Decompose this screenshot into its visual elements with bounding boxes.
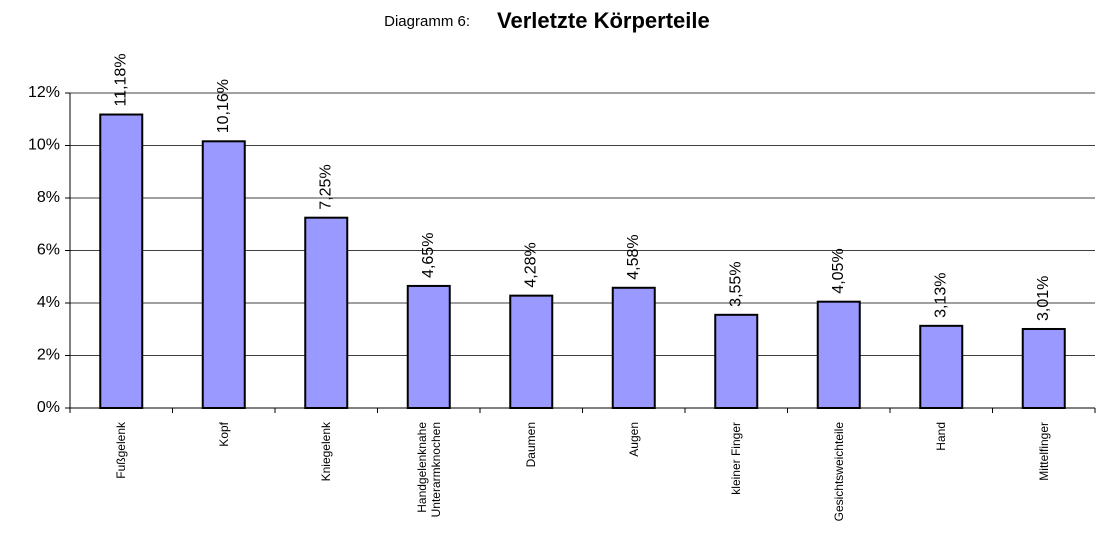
value-label: 4,65% [420,233,437,278]
bar [919,324,964,409]
y-tick-label: 8% [37,189,60,206]
y-tick-label: 0% [37,399,60,416]
chart-title: Verletzte Körperteile [497,8,710,33]
bar [509,294,554,409]
value-label: 4,28% [522,242,539,287]
y-tick-label: 10% [28,137,60,154]
bar [1021,327,1066,409]
bar [406,284,451,409]
chart-subtitle: Diagramm 6: [384,13,470,30]
value-label: 4,05% [830,248,847,293]
x-tick-label: Gesichtsweichteile [831,422,846,522]
bar [611,286,656,409]
x-tick-label: Kopf [216,422,231,447]
bar [816,300,861,409]
value-label: 4,58% [625,234,642,279]
value-label: 3,01% [1035,276,1052,321]
bar [201,140,246,410]
x-tick-label: Hand [934,422,949,451]
x-tick-label: Daumen [524,422,539,468]
x-tick-label: Mittelfinger [1036,422,1051,481]
x-tick-label: Kniegelenk [319,422,334,482]
value-label: 10,16% [215,79,232,133]
x-tick-label: Augen [626,422,641,457]
value-label: 11,18% [112,53,129,106]
y-tick-label: 12% [28,84,60,101]
value-label: 3,13% [932,272,949,317]
y-tick-label: 2% [37,347,60,364]
value-label: 3,55% [727,261,744,306]
y-tick-label: 4% [37,294,60,311]
x-tick-label: Fußgelenk [114,422,129,479]
value-label: 7,25% [317,164,334,209]
y-tick-label: 6% [37,242,60,259]
bar [714,313,759,409]
x-tick-label: kleiner Finger [729,422,744,495]
bar [99,113,144,410]
bar [304,216,349,409]
x-tick-label: Handgelenknahe Unterarmknochen [414,422,443,518]
